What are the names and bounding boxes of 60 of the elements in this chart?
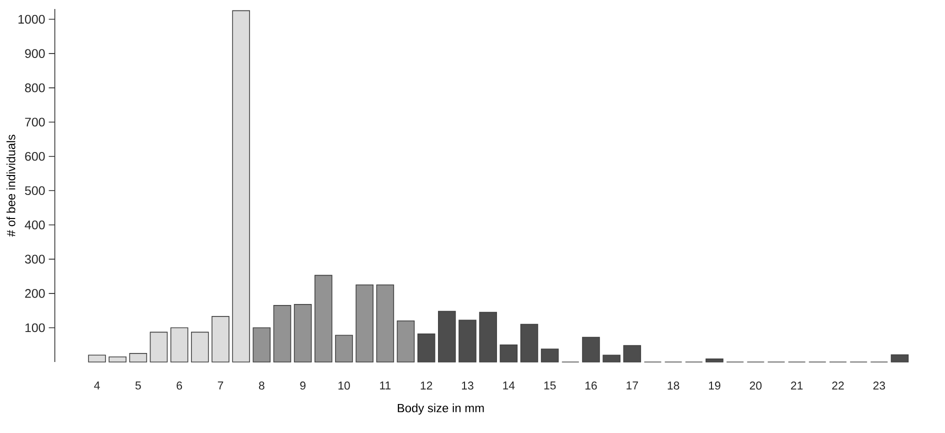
bar — [520, 324, 538, 362]
x-tick-label: 13 — [462, 382, 474, 390]
bar — [602, 354, 620, 362]
x-tick-label: 10 — [338, 382, 350, 390]
x-tick-label: 8 — [258, 382, 264, 390]
bar — [273, 305, 292, 362]
bar — [438, 310, 456, 362]
x-tick-label: 7 — [218, 382, 224, 390]
y-tick-label: 200 — [25, 289, 45, 298]
bar — [314, 274, 332, 362]
x-tick-label: 21 — [791, 382, 803, 390]
bar — [294, 304, 312, 362]
x-tick-label: 22 — [832, 382, 844, 390]
x-tick-label: 16 — [585, 382, 597, 390]
bar — [396, 320, 415, 362]
bar — [252, 327, 271, 362]
bar — [232, 10, 250, 362]
bar — [540, 348, 559, 362]
y-tick-label: 500 — [25, 186, 45, 196]
x-tick-label: 15 — [544, 382, 556, 390]
bar — [479, 312, 497, 362]
x-tick-label: 4 — [94, 382, 100, 390]
x-tick-label: 12 — [420, 382, 432, 390]
bar — [129, 353, 148, 362]
x-tick-label: 5 — [135, 382, 141, 390]
x-tick-label: 17 — [626, 382, 638, 390]
bar — [335, 334, 353, 362]
bar — [582, 336, 600, 362]
y-tick-label: 100 — [25, 323, 45, 332]
x-tick-label: 19 — [708, 382, 720, 390]
x-tick-label: 20 — [750, 382, 762, 390]
bar — [623, 345, 642, 362]
bar — [376, 284, 394, 362]
bar — [417, 333, 436, 362]
bar — [212, 316, 230, 362]
x-tick-label: 9 — [300, 382, 306, 390]
bar — [500, 344, 518, 362]
x-axis-title: Body size in mm — [398, 404, 484, 415]
y-tick-label: 800 — [25, 83, 45, 92]
x-tick-label: 23 — [873, 382, 885, 390]
x-tick-label: 11 — [380, 382, 391, 390]
bar — [458, 320, 476, 362]
y-tick-label: 1000 — [18, 14, 45, 24]
y-tick-label: 400 — [24, 220, 45, 230]
bar — [706, 358, 724, 362]
x-tick-label: 18 — [668, 382, 680, 390]
bar — [356, 284, 374, 362]
y-tick-label: 300 — [24, 254, 45, 264]
bar — [170, 327, 188, 362]
bar — [191, 332, 209, 362]
y-tick-label: 900 — [25, 49, 45, 58]
y-tick-label: 600 — [25, 152, 45, 161]
y-tick-label: 700 — [25, 118, 45, 127]
bar — [108, 356, 126, 362]
bar — [88, 354, 106, 362]
x-tick-label: 14 — [503, 382, 515, 390]
y-axis-title: # of bee individuals — [6, 134, 16, 237]
x-tick-label: 6 — [176, 382, 182, 390]
bar — [890, 354, 909, 362]
bar — [150, 332, 168, 362]
